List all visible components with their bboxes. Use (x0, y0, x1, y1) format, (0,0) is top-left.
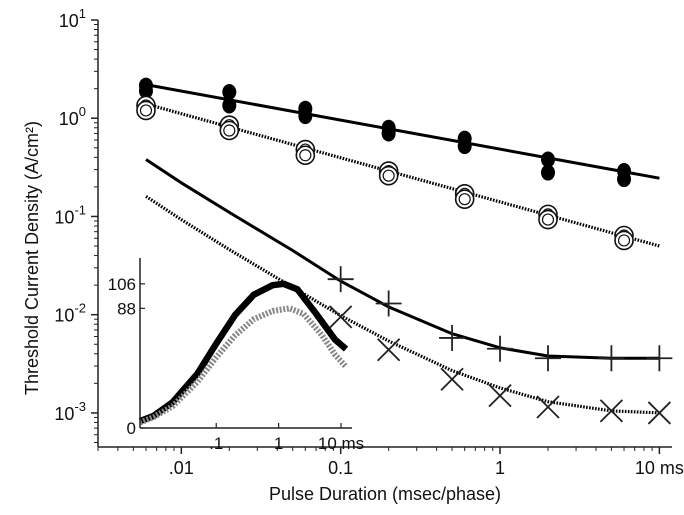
data-point-filled-circle (540, 164, 555, 181)
data-point-filled-circle (381, 125, 396, 142)
open-circle-outer (614, 230, 634, 251)
x-tick-label: .01 (169, 458, 194, 478)
data-point-plus (439, 324, 466, 351)
open-circle-inner (223, 124, 236, 137)
data-point-cross (536, 395, 560, 419)
open-circle-outer (538, 209, 558, 230)
data-point-plus (646, 345, 673, 372)
data-point-open-circle (295, 145, 316, 166)
inset-curve-1 (138, 280, 349, 425)
inset-x-tick-label: .1 (209, 434, 223, 453)
data-point-open-circle (136, 100, 156, 121)
cross-b (647, 401, 672, 425)
data-point-cross (440, 367, 464, 391)
data-point-cross (599, 399, 624, 423)
inset-y-tick-label: 0 (127, 419, 136, 438)
y-axis-title: Threshold Current Density (A/cm²) (22, 121, 42, 395)
inset-axes: .1 1 10 ms 0 88 106 (108, 258, 364, 453)
y-tick-label: 100 (59, 104, 86, 129)
data-point-filled-circle (457, 138, 472, 155)
inset-curves (138, 280, 349, 426)
data-point-plus (487, 335, 514, 362)
open-circle-inner (617, 234, 631, 247)
data-point-cross (647, 401, 672, 425)
inset-x-tick-label: 10 ms (318, 434, 364, 453)
data-point-open-circle (219, 120, 240, 141)
data-point-open-circle (378, 165, 399, 186)
data-point-cross (488, 383, 512, 408)
data-point-filled-circle (222, 83, 237, 100)
open-circle-inner (541, 213, 555, 226)
inset-y-tick-label: 106 (108, 275, 136, 294)
inset-y-tick-label: 88 (117, 299, 136, 318)
open-circle-inner (382, 169, 395, 182)
cross-b (440, 367, 464, 391)
x-tick-label: 0.1 (328, 458, 353, 478)
inset-x-tick-label: 1 (274, 434, 283, 453)
data-point-plus (375, 290, 402, 317)
open-circle-outer (454, 189, 475, 209)
y-tick-label: 10-2 (54, 301, 86, 326)
open-circle-inner (458, 193, 471, 206)
data-point-filled-circle (138, 82, 153, 99)
x-axis-title: Pulse Duration (msec/phase) (269, 484, 501, 504)
data-point-open-circle (454, 189, 475, 209)
data-point-plus (534, 345, 561, 372)
main-data-markers (136, 77, 673, 425)
data-point-filled-circle (298, 108, 313, 125)
data-point-filled-circle (222, 97, 237, 114)
open-circle-outer (219, 120, 240, 141)
open-circle-inner (299, 149, 312, 162)
y-tick-label: 10-3 (54, 399, 86, 424)
data-point-open-circle (614, 230, 634, 251)
inset-curve-2 (138, 305, 349, 426)
cross-b (377, 338, 401, 362)
open-circle-outer (378, 165, 399, 186)
y-tick-label: 101 (59, 6, 86, 31)
open-circle-inner (139, 104, 153, 117)
cross-b (536, 395, 560, 419)
data-point-open-circle (538, 209, 558, 230)
data-point-filled-circle (617, 171, 632, 188)
fit-line-series-4 (145, 195, 660, 415)
cross-b (599, 399, 624, 423)
data-point-filled-circle (540, 151, 555, 168)
inset-plot: .1 1 10 ms 0 88 106 (108, 258, 364, 453)
open-circle-outer (295, 145, 316, 166)
x-tick-label: 10 ms (635, 458, 684, 478)
data-point-cross (329, 305, 353, 329)
data-point-plus (327, 266, 354, 293)
data-point-plus (598, 345, 625, 372)
y-tick-label: 10-1 (54, 202, 86, 227)
x-tick-label: 1 (495, 458, 505, 478)
open-circle-outer (136, 100, 156, 121)
cross-b (329, 305, 353, 329)
data-point-cross (377, 338, 401, 362)
cross-b (488, 383, 512, 408)
